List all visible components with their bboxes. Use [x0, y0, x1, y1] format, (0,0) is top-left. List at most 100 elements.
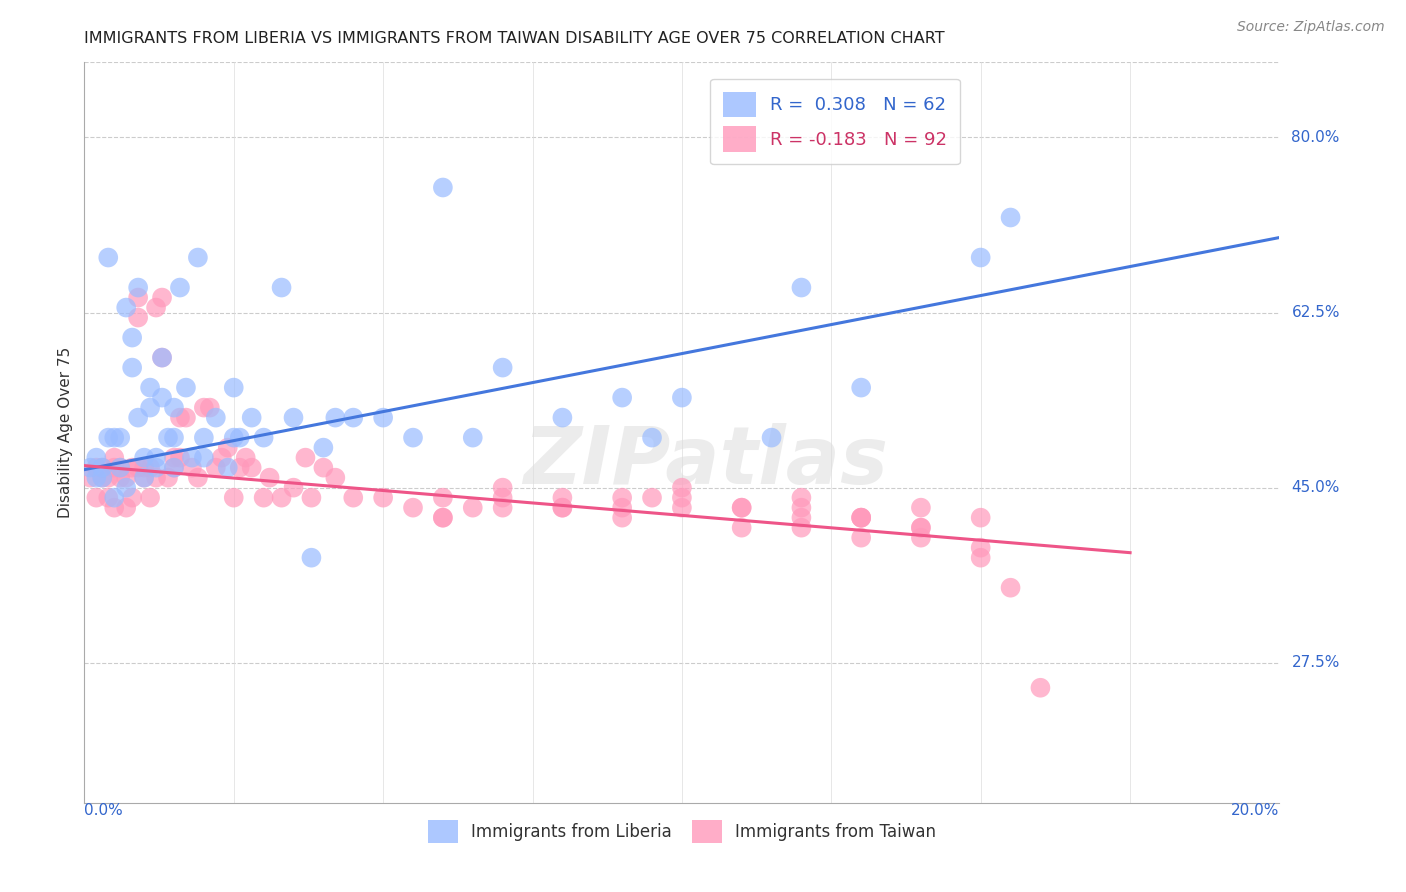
Text: ZIPatlas: ZIPatlas: [523, 423, 889, 501]
Point: [222, 491, 245, 505]
Point: [86, 470, 108, 484]
Point: [761, 431, 783, 445]
Point: [270, 491, 292, 505]
Point: [145, 301, 167, 315]
Point: [1000, 581, 1022, 595]
Point: [205, 460, 228, 475]
Point: [79, 460, 101, 475]
Point: [270, 280, 292, 294]
Point: [851, 510, 873, 524]
Point: [103, 491, 125, 505]
Point: [253, 431, 276, 445]
Point: [851, 510, 873, 524]
Point: [145, 460, 167, 475]
Text: 80.0%: 80.0%: [1292, 130, 1340, 145]
Point: [612, 391, 634, 405]
Point: [325, 410, 347, 425]
Point: [301, 550, 323, 565]
Point: [790, 521, 813, 535]
Point: [432, 491, 454, 505]
Point: [373, 410, 395, 425]
Point: [157, 470, 180, 484]
Point: [312, 460, 335, 475]
Point: [790, 491, 813, 505]
Point: [132, 470, 156, 484]
Point: [91, 460, 114, 475]
Point: [139, 491, 162, 505]
Point: [461, 431, 484, 445]
Point: [492, 491, 515, 505]
Point: [294, 450, 316, 465]
Point: [115, 500, 138, 515]
Point: [492, 481, 515, 495]
Point: [91, 470, 114, 484]
Point: [198, 401, 221, 415]
Point: [671, 491, 693, 505]
Point: [127, 410, 149, 425]
Point: [139, 401, 162, 415]
Point: [121, 460, 143, 475]
Point: [115, 301, 138, 315]
Point: [150, 391, 173, 405]
Point: [235, 450, 257, 465]
Text: 0.0%: 0.0%: [84, 803, 124, 818]
Point: [150, 291, 173, 305]
Point: [86, 450, 108, 465]
Point: [150, 351, 173, 365]
Point: [259, 470, 281, 484]
Point: [97, 431, 120, 445]
Point: [121, 491, 143, 505]
Point: [492, 500, 515, 515]
Point: [970, 251, 993, 265]
Point: [240, 410, 263, 425]
Point: [97, 251, 120, 265]
Point: [132, 460, 156, 475]
Point: [127, 310, 149, 325]
Point: [910, 521, 932, 535]
Point: [187, 251, 209, 265]
Point: [163, 450, 186, 465]
Point: [103, 460, 125, 475]
Point: [222, 431, 245, 445]
Point: [127, 280, 149, 294]
Point: [79, 470, 101, 484]
Point: [432, 510, 454, 524]
Point: [121, 360, 143, 375]
Point: [402, 431, 425, 445]
Point: [193, 450, 215, 465]
Point: [641, 491, 664, 505]
Point: [1000, 211, 1022, 225]
Point: [169, 280, 191, 294]
Point: [181, 460, 204, 475]
Point: [157, 431, 180, 445]
Point: [551, 410, 574, 425]
Point: [86, 491, 108, 505]
Text: Source: ZipAtlas.com: Source: ZipAtlas.com: [1237, 20, 1385, 34]
Point: [163, 431, 186, 445]
Point: [110, 460, 132, 475]
Point: [145, 450, 167, 465]
Point: [110, 460, 132, 475]
Legend: Immigrants from Liberia, Immigrants from Taiwan: Immigrants from Liberia, Immigrants from…: [420, 814, 943, 850]
Point: [492, 360, 515, 375]
Y-axis label: Disability Age Over 75: Disability Age Over 75: [58, 347, 73, 518]
Point: [283, 410, 305, 425]
Point: [139, 381, 162, 395]
Point: [641, 431, 664, 445]
Point: [150, 351, 173, 365]
Point: [86, 460, 108, 475]
Point: [790, 500, 813, 515]
Point: [325, 470, 347, 484]
Point: [91, 460, 114, 475]
Point: [342, 491, 364, 505]
Point: [91, 470, 114, 484]
Point: [910, 531, 932, 545]
Point: [910, 500, 932, 515]
Point: [612, 500, 634, 515]
Text: 45.0%: 45.0%: [1292, 480, 1340, 495]
Point: [551, 491, 574, 505]
Point: [187, 470, 209, 484]
Text: 20.0%: 20.0%: [1232, 803, 1279, 818]
Point: [731, 521, 754, 535]
Point: [127, 291, 149, 305]
